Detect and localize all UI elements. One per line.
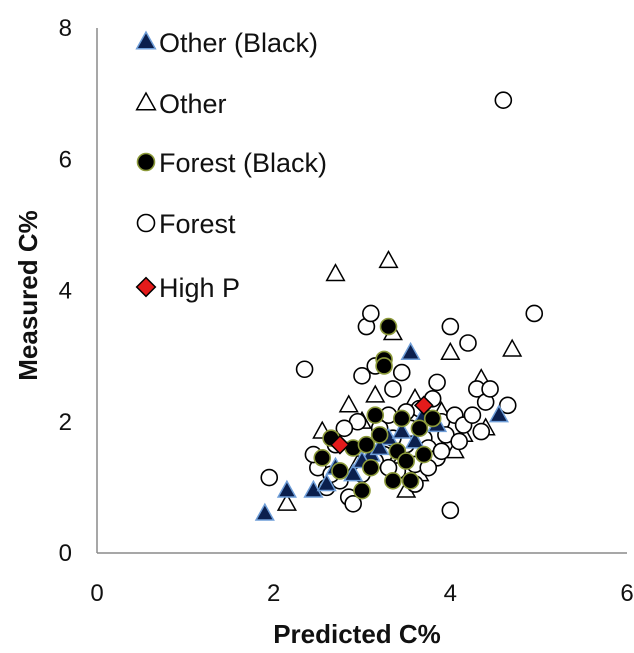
y-tick-label: 0: [59, 540, 72, 567]
point-forest: [353, 367, 371, 385]
x-tick-label: 0: [90, 580, 103, 607]
point-other: [365, 384, 386, 403]
data-points: [254, 91, 544, 521]
point-forest: [428, 373, 446, 392]
point-other-black: [400, 341, 421, 360]
point-other-black: [391, 420, 412, 439]
legend-label-other: Other: [159, 89, 227, 119]
point-other-black: [404, 430, 426, 449]
x-tick-label: 2: [267, 580, 280, 607]
point-other: [276, 492, 297, 511]
legend-marker-forest: [136, 213, 156, 233]
point-forest: [344, 494, 362, 513]
legend: Other (Black) Other Forest (Black) Forest Hi…: [135, 28, 327, 303]
point-other-black: [488, 404, 509, 423]
point-forest-black: [331, 462, 349, 480]
point-other-black: [276, 479, 297, 498]
point-other: [338, 394, 359, 413]
legend-label-high-p: High P: [159, 273, 240, 303]
point-other: [502, 338, 523, 357]
point-forest: [498, 396, 517, 415]
point-forest: [459, 334, 477, 352]
point-forest: [441, 501, 460, 520]
point-forest: [525, 304, 544, 323]
point-forest-black: [392, 409, 411, 428]
point-high-p: [413, 395, 434, 416]
point-forest: [335, 419, 354, 438]
point-other-black: [316, 473, 337, 492]
x-axis-title: Predicted C%: [273, 619, 441, 649]
point-forest: [481, 380, 499, 398]
point-forest-black: [370, 426, 389, 444]
legend-label-forest-black: Forest (Black): [159, 148, 327, 178]
y-tick-labels: 0 2 4 6 8: [59, 15, 72, 567]
point-forest: [494, 91, 513, 109]
point-forest-black: [401, 472, 420, 490]
point-forest-black: [415, 445, 433, 464]
point-other: [378, 250, 399, 269]
point-forest-black: [410, 419, 429, 438]
point-other: [325, 263, 346, 282]
axes: [96, 28, 627, 554]
y-tick-label: 2: [59, 409, 72, 436]
point-forest: [260, 468, 279, 487]
point-forest-black: [397, 452, 415, 470]
point-forest-black: [366, 406, 385, 424]
point-forest-black: [353, 481, 371, 500]
legend-marker-other-black: [135, 30, 157, 50]
y-axis-title: Measured C%: [13, 210, 43, 381]
point-forest-black: [313, 449, 332, 467]
point-other-black: [343, 463, 364, 482]
legend-marker-forest-black: [136, 152, 156, 172]
point-forest-black: [384, 472, 402, 490]
point-forest-black: [379, 317, 398, 336]
legend-label-other-black: Other (Black): [159, 28, 318, 58]
point-other-black: [369, 437, 390, 456]
legend-label-forest: Forest: [159, 209, 236, 239]
legend-marker-high-p: [135, 276, 157, 298]
point-forest-black: [375, 357, 393, 375]
x-tick-labels: 0 2 4 6: [90, 580, 633, 607]
legend-marker-other: [135, 91, 157, 111]
point-forest: [450, 432, 468, 451]
point-other: [440, 341, 461, 360]
point-high-p: [330, 434, 350, 455]
x-tick-label: 6: [620, 580, 633, 607]
point-forest: [441, 317, 460, 336]
point-forest-black: [423, 409, 442, 428]
point-forest: [392, 363, 411, 382]
point-forest: [463, 406, 482, 424]
point-forest-black: [362, 458, 380, 477]
point-forest-black: [357, 435, 376, 454]
point-forest: [432, 442, 451, 461]
y-tick-label: 8: [59, 15, 72, 42]
point-forest: [472, 422, 491, 441]
point-forest: [295, 360, 314, 379]
x-tick-label: 4: [444, 580, 457, 607]
point-other-black: [254, 502, 275, 521]
point-forest: [384, 380, 402, 398]
y-tick-label: 4: [59, 278, 72, 305]
point-forest: [362, 304, 380, 323]
y-tick-label: 6: [59, 146, 72, 173]
